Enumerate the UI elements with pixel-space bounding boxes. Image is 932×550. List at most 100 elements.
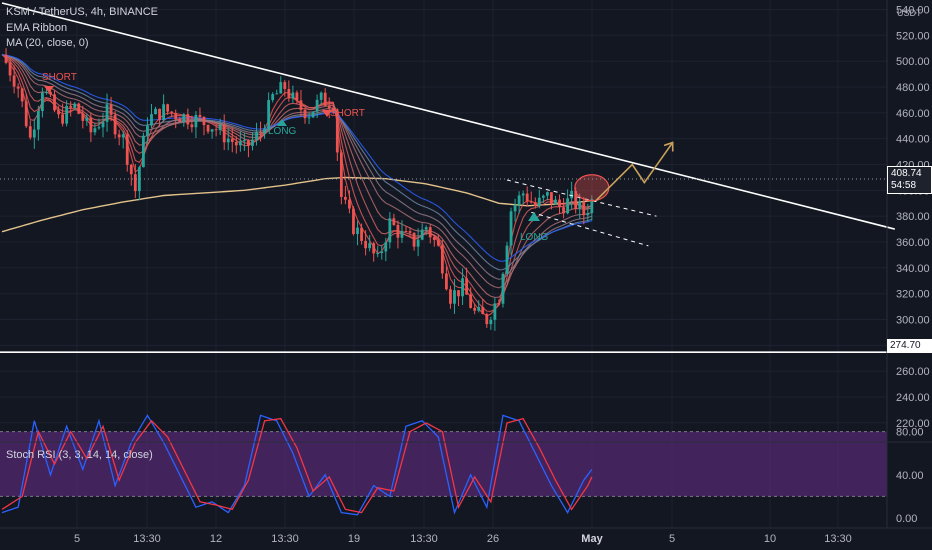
candle-body xyxy=(525,193,529,202)
candle-body xyxy=(497,303,501,305)
candle-body xyxy=(578,201,582,210)
candle-body xyxy=(440,245,444,274)
candle-body xyxy=(311,111,315,118)
candle-body xyxy=(142,135,145,168)
candle-body xyxy=(275,93,279,95)
candle-body xyxy=(166,104,170,112)
candle-body xyxy=(380,251,384,254)
rsi-tick-label: 40.00 xyxy=(896,470,924,482)
candle-body xyxy=(105,104,109,122)
candle-body xyxy=(445,273,448,290)
candle-body xyxy=(16,86,20,89)
long-arrow-2 xyxy=(528,212,540,221)
candle-body xyxy=(234,141,238,146)
candle-body xyxy=(473,307,477,311)
candle-body xyxy=(226,138,230,143)
candle-body xyxy=(214,129,218,131)
candle-body xyxy=(344,196,347,200)
candle-body xyxy=(57,110,60,115)
projection-path xyxy=(595,142,674,202)
stoch-rsi-legend[interactable]: Stoch RSI (3, 3, 14, 14, close) xyxy=(6,449,153,461)
candle-body xyxy=(348,199,351,209)
candle-body xyxy=(28,126,32,138)
candle-body xyxy=(558,199,561,208)
ema-ribbon-line xyxy=(1,54,592,262)
ema-ribbon-line xyxy=(1,54,592,298)
candles xyxy=(4,48,594,331)
candle-body xyxy=(392,218,396,225)
candle-body xyxy=(453,290,456,304)
candle-body xyxy=(521,193,525,196)
candle-body xyxy=(243,140,246,142)
candle-body xyxy=(432,237,436,240)
candle-body xyxy=(65,105,69,124)
price-tick-label: 220.00 xyxy=(896,418,930,430)
long-arrow-1 xyxy=(277,119,287,126)
annotations: SHORT SHORT LONG LONG xyxy=(42,72,549,243)
candle-body xyxy=(8,62,12,76)
candle-body xyxy=(420,229,424,240)
candle-body xyxy=(202,116,206,126)
ema-ribbon-line xyxy=(1,54,593,271)
time-tick-label: 13:30 xyxy=(410,533,438,545)
ema-ribbon-line xyxy=(1,54,593,289)
candle-body xyxy=(404,230,408,232)
ma-legend[interactable]: MA (20, close, 0) xyxy=(6,37,89,49)
time-tick-label: 13:30 xyxy=(824,533,852,545)
price-tick-label: 480.00 xyxy=(896,82,930,94)
rsi-tick-label: 80.00 xyxy=(896,427,924,439)
candle-body xyxy=(489,319,493,325)
time-tick-label: 5 xyxy=(669,533,675,545)
candle-body xyxy=(590,199,594,214)
candle-body xyxy=(247,140,250,146)
candle-body xyxy=(412,232,416,247)
candle-body xyxy=(360,227,363,241)
candle-body xyxy=(218,124,222,131)
candle-body xyxy=(481,307,485,315)
symbol-legend[interactable]: KSM / TetherUS, 4h, BINANCE xyxy=(6,6,159,18)
candle-body xyxy=(517,195,521,205)
candle-body xyxy=(125,134,129,165)
currency-label: USDT xyxy=(897,8,922,18)
channel-upper-line xyxy=(506,179,657,217)
candle-body xyxy=(384,242,388,252)
candle-body xyxy=(24,101,28,127)
candle-body xyxy=(61,114,64,124)
candle-body xyxy=(449,289,452,304)
candle-body xyxy=(158,108,161,121)
candle-body xyxy=(222,124,226,143)
price-tick-label: 380.00 xyxy=(896,211,930,223)
price-tick-label: 260.00 xyxy=(896,366,930,378)
ema-ribbon-legend[interactable]: EMA Ribbon xyxy=(6,22,68,34)
candle-body xyxy=(331,108,335,112)
candle-body xyxy=(582,201,586,216)
candle-body xyxy=(129,164,133,175)
candle-body xyxy=(283,82,287,89)
candle-body xyxy=(513,204,517,212)
candle-body xyxy=(259,131,262,134)
candle-body xyxy=(368,243,372,249)
candle-body xyxy=(493,303,497,320)
time-tick-label: 13:30 xyxy=(133,533,161,545)
price-tick-label: 300.00 xyxy=(896,315,930,327)
ma-20-line xyxy=(1,176,592,233)
candle-body xyxy=(133,174,137,192)
candle-body xyxy=(566,198,569,214)
candle-body xyxy=(210,129,214,132)
candle-body xyxy=(73,103,77,108)
candle-body xyxy=(574,190,578,210)
ema-ribbon-line xyxy=(1,54,593,280)
candle-body xyxy=(533,202,537,206)
candle-body xyxy=(170,111,174,114)
candle-body xyxy=(352,208,355,235)
candle-body xyxy=(424,227,428,230)
candle-body xyxy=(436,239,440,246)
candle-countdown: 54:58 xyxy=(891,180,917,191)
candle-body xyxy=(315,99,319,112)
time-tick-label: May xyxy=(581,533,603,545)
candle-body xyxy=(335,111,339,153)
candle-body xyxy=(303,110,307,119)
candle-body xyxy=(263,128,266,134)
